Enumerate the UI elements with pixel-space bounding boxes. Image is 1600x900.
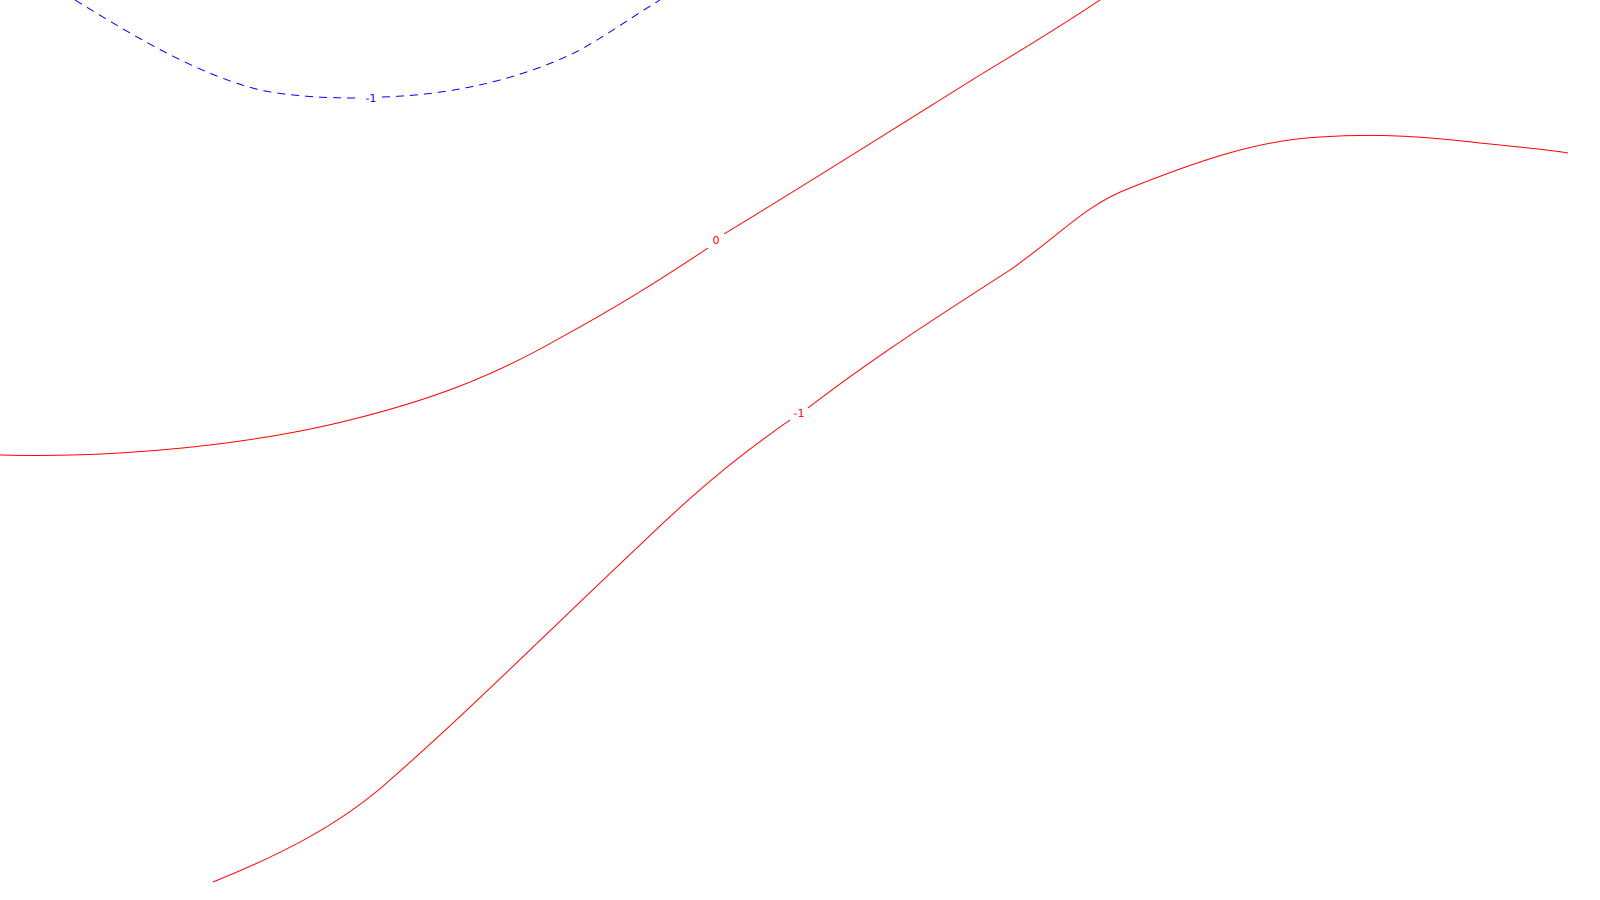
contour-label-red-minus-one: -1 bbox=[794, 407, 805, 420]
contour-line-blue-dashed bbox=[74, 0, 361, 99]
contour-line-red-zero-upper bbox=[723, 0, 1101, 235]
contour-line-red-zero bbox=[0, 247, 709, 456]
contour-line-red-minus-one-upper bbox=[807, 134, 1569, 409]
contour-line-blue-dashed-right bbox=[381, 0, 661, 98]
contour-label-blue: -1 bbox=[366, 92, 377, 105]
contour-line-red-minus-one bbox=[212, 419, 791, 883]
contour-label-red-zero: 0 bbox=[713, 234, 720, 247]
